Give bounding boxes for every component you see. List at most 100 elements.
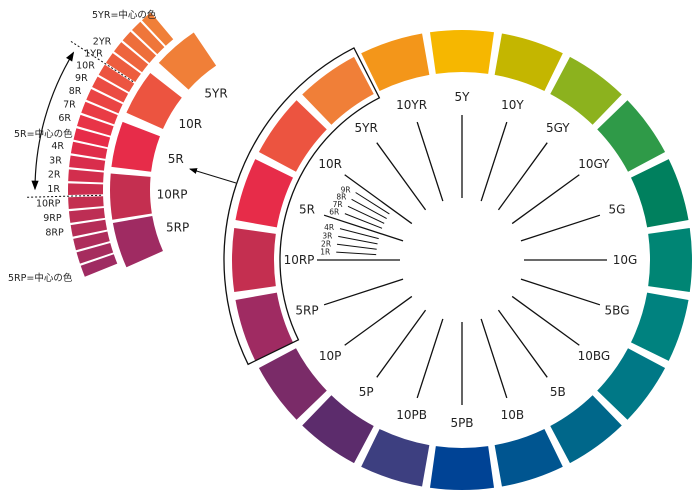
inset-strip-7r bbox=[81, 101, 118, 125]
inset-strip-label: 2YR bbox=[93, 37, 112, 48]
hue-segment-5rp bbox=[235, 292, 294, 361]
inset-strip-3r bbox=[69, 155, 106, 171]
hue-segment-5gy bbox=[550, 56, 622, 125]
inset-strip-label: 4R bbox=[51, 141, 64, 152]
hue-segment-10g bbox=[648, 227, 692, 293]
hue-segment-5yr bbox=[302, 56, 374, 125]
hue-label: 10YR bbox=[396, 98, 427, 112]
inset-segment-10r bbox=[126, 73, 182, 129]
bottom-note: 5RP=中心の色 bbox=[8, 272, 73, 284]
sub-hue-label: 1R bbox=[320, 248, 330, 257]
inset-strip-label: 9R bbox=[75, 73, 88, 84]
inset-strip-8r bbox=[86, 89, 123, 114]
hue-segment-5g bbox=[630, 159, 689, 228]
pointer-arrow bbox=[189, 168, 237, 184]
inset-strip-8rp bbox=[70, 219, 108, 237]
hue-spoke bbox=[480, 121, 508, 202]
sub-hue-label: 8R bbox=[336, 192, 346, 201]
hue-segment-5b bbox=[550, 395, 622, 464]
sub-hue-label: 4R bbox=[324, 223, 334, 232]
inset-segment-label: 10RP bbox=[157, 187, 188, 201]
hue-label: 5BG bbox=[605, 303, 630, 317]
hue-spoke bbox=[511, 295, 580, 346]
sub-hue-label: 6R bbox=[329, 207, 339, 216]
hue-spoke bbox=[323, 214, 404, 242]
inset-strip-1yr bbox=[105, 53, 141, 82]
hue-label: 5YR bbox=[355, 121, 378, 135]
sub-hue-tick bbox=[339, 228, 379, 240]
hue-segment-10b bbox=[494, 428, 563, 487]
inset-segment-label: 5RP bbox=[166, 220, 189, 234]
hue-spoke bbox=[376, 142, 427, 211]
hue-segment-5pb bbox=[429, 446, 495, 490]
inset-strip-6rp bbox=[76, 242, 114, 264]
inset-strip-9r bbox=[92, 76, 129, 103]
hue-label: 5RP bbox=[295, 303, 318, 317]
sub-hue-tick bbox=[336, 243, 377, 250]
hue-spoke bbox=[344, 174, 413, 225]
range-double-arrow bbox=[31, 51, 75, 191]
sub-hue-tick bbox=[338, 235, 378, 245]
hue-spoke bbox=[416, 121, 444, 202]
inset-segment-10rp bbox=[109, 173, 152, 220]
red-hue-detail-inset: 5RP 10RP 5R 10R 5YR 8RP 9RP 10RP 1R 2R 3R 4R 6R 7R 8R 9… bbox=[25, 12, 228, 277]
inset-strip-4yr bbox=[131, 21, 165, 55]
inset-strip-label: 10R bbox=[76, 60, 95, 71]
inset-strip-5yr bbox=[141, 12, 174, 46]
sub-hue-label: 2R bbox=[321, 239, 331, 248]
hue-label: 10PB bbox=[396, 408, 427, 422]
hue-spoke bbox=[511, 174, 580, 225]
hue-segment-5bg bbox=[630, 292, 689, 361]
hue-segment-10pb bbox=[361, 428, 430, 487]
hue-label: 10B bbox=[501, 408, 525, 422]
hue-label: 5B bbox=[550, 385, 566, 399]
sub-hue-tick bbox=[336, 251, 377, 256]
selection-bracket bbox=[223, 47, 381, 366]
inset-strip-label: 2R bbox=[48, 170, 61, 181]
hue-label: 10G bbox=[613, 253, 638, 267]
inset-segment-5rp bbox=[112, 216, 163, 268]
hue-label: 10R bbox=[318, 157, 342, 171]
inset-strip-label: 1R bbox=[47, 184, 60, 195]
inset-strip-10rp bbox=[68, 196, 104, 210]
inset-strip-label: 10RP bbox=[36, 199, 61, 210]
sub-hue-tick bbox=[355, 192, 390, 215]
range-boundary-dashed-line bbox=[25, 194, 102, 198]
inset-strip-label: 3R bbox=[49, 155, 62, 166]
hue-label: 5P bbox=[359, 385, 374, 399]
inset-strip-5r bbox=[73, 128, 111, 148]
hue-segment-5y bbox=[429, 29, 495, 74]
hue-segment-10y bbox=[494, 33, 563, 92]
inset-segment-label: 10R bbox=[178, 117, 202, 131]
inset-strip-label: 1YR bbox=[84, 48, 103, 59]
inset-strip-label: 8RP bbox=[45, 227, 64, 238]
inset-segment-5yr bbox=[158, 32, 217, 90]
middle-note: 5R=中心の色 bbox=[14, 128, 73, 140]
hue-label: 10RP bbox=[284, 253, 315, 267]
hue-segment-10r bbox=[258, 100, 327, 172]
hue-spoke bbox=[520, 278, 601, 306]
hue-spoke bbox=[323, 278, 404, 306]
inset-strip-3yr bbox=[122, 31, 157, 63]
hue-label: 5PB bbox=[450, 416, 473, 430]
hue-segment-10yr bbox=[361, 33, 430, 92]
inset-segment-label: 5R bbox=[168, 152, 184, 166]
hue-label: 10Y bbox=[501, 98, 524, 112]
hue-segment-10gy bbox=[597, 100, 666, 172]
hue-spoke bbox=[480, 318, 508, 399]
hue-label: 10P bbox=[319, 349, 342, 363]
inset-strip-4r bbox=[70, 141, 108, 159]
inset-strip-5rp bbox=[80, 254, 118, 277]
hue-spoke bbox=[520, 214, 601, 242]
inset-strip-label: 7R bbox=[63, 99, 76, 110]
sub-hue-tick bbox=[344, 213, 383, 229]
sub-hue-label: 9R bbox=[341, 185, 351, 194]
top-note: 5YR=中心の色 bbox=[92, 9, 157, 21]
inset-strip-2r bbox=[68, 169, 104, 183]
main-hue-wheel: 5Y 10Y 5GY 10GY 5G 10G 5BG 10BG 5B 10B 5PB 10PB 5P 10… bbox=[189, 29, 692, 490]
inset-strip-6r bbox=[76, 114, 114, 136]
sub-hue-label: 7R bbox=[333, 200, 343, 209]
hue-spoke bbox=[497, 309, 548, 378]
range-boundary-dashed-line bbox=[69, 39, 134, 83]
